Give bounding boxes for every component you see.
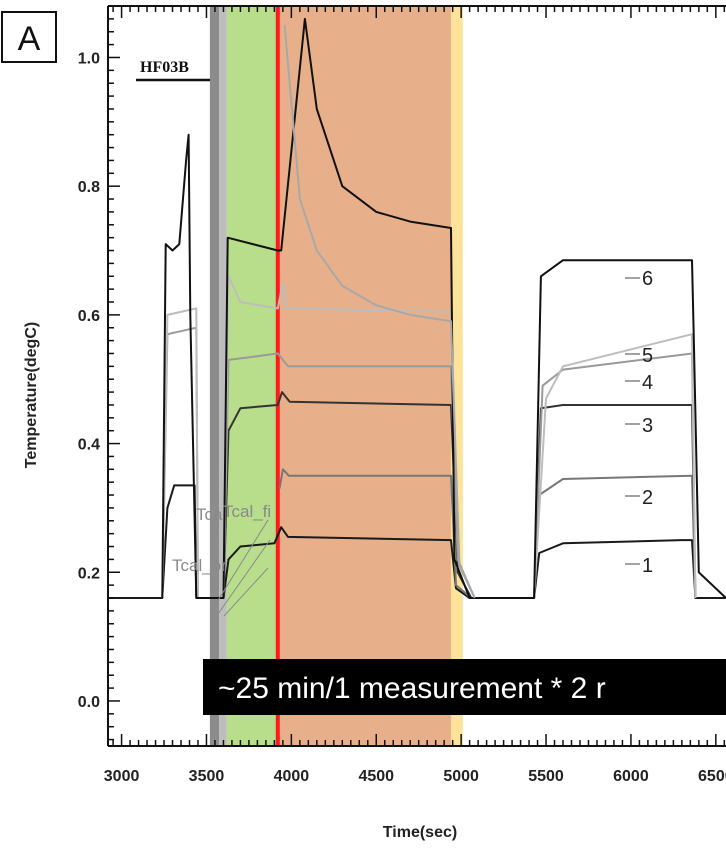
curve-label-4: 4 <box>642 372 653 394</box>
tcal-leader-line-1 <box>211 519 269 611</box>
panel-letter-box <box>1 11 57 63</box>
x-tick-label: 4000 <box>274 768 310 785</box>
series-line-1 <box>108 484 726 599</box>
tcal-leader-line-2 <box>217 539 271 615</box>
highlight-region-1 <box>209 6 220 746</box>
curve-label-leaders <box>625 277 640 565</box>
x-tick-label: 6000 <box>613 768 649 785</box>
series-tag-label: HF03B <box>140 59 189 76</box>
measurement-banner-text: ~25 min/1 measurement * 2 r <box>218 672 606 705</box>
curve-label-3: 3 <box>642 415 653 437</box>
highlight-region-4 <box>277 6 451 746</box>
series-line-extra <box>283 25 476 599</box>
tcal-label-short: Tca <box>196 505 223 524</box>
highlight-region-3 <box>226 6 278 746</box>
tcal-or-label: Tcal_or <box>172 556 227 575</box>
highlight-region-5 <box>450 6 463 746</box>
y-tick-label: 0.2 <box>78 565 100 582</box>
x-tick-label: 5500 <box>528 768 564 785</box>
series-lines <box>108 17 726 599</box>
y-tick-label: 0.6 <box>78 308 100 325</box>
curve-label-1: 1 <box>642 555 653 577</box>
x-axis-title: Time(sec) <box>383 824 457 841</box>
tcal-leader-line-3 <box>223 567 269 617</box>
x-tick-label: 3000 <box>104 768 140 785</box>
curve-label-5: 5 <box>642 345 653 367</box>
x-tick-label: 3500 <box>189 768 225 785</box>
x-tick-label: 5000 <box>443 768 479 785</box>
curve-label-6: 6 <box>642 268 653 290</box>
curve-label-2: 2 <box>642 487 653 509</box>
y-tick-label: 1.0 <box>78 50 100 67</box>
y-axis-title: Temperature(degC) <box>23 322 40 468</box>
tcal-fi-label: Tcal_fi <box>223 502 271 521</box>
highlight-region-2 <box>219 6 227 746</box>
y-tick-label: 0.8 <box>78 179 100 196</box>
highlight-regions <box>209 6 463 746</box>
series-line-5 <box>161 275 697 599</box>
series-line-6 <box>161 17 726 599</box>
y-tick-label: 0.4 <box>78 437 100 454</box>
measurement-banner-box <box>203 659 726 715</box>
panel-letter: A <box>18 20 41 58</box>
x-tick-label: 4500 <box>358 768 394 785</box>
y-tick-label: 0.0 <box>78 694 100 711</box>
